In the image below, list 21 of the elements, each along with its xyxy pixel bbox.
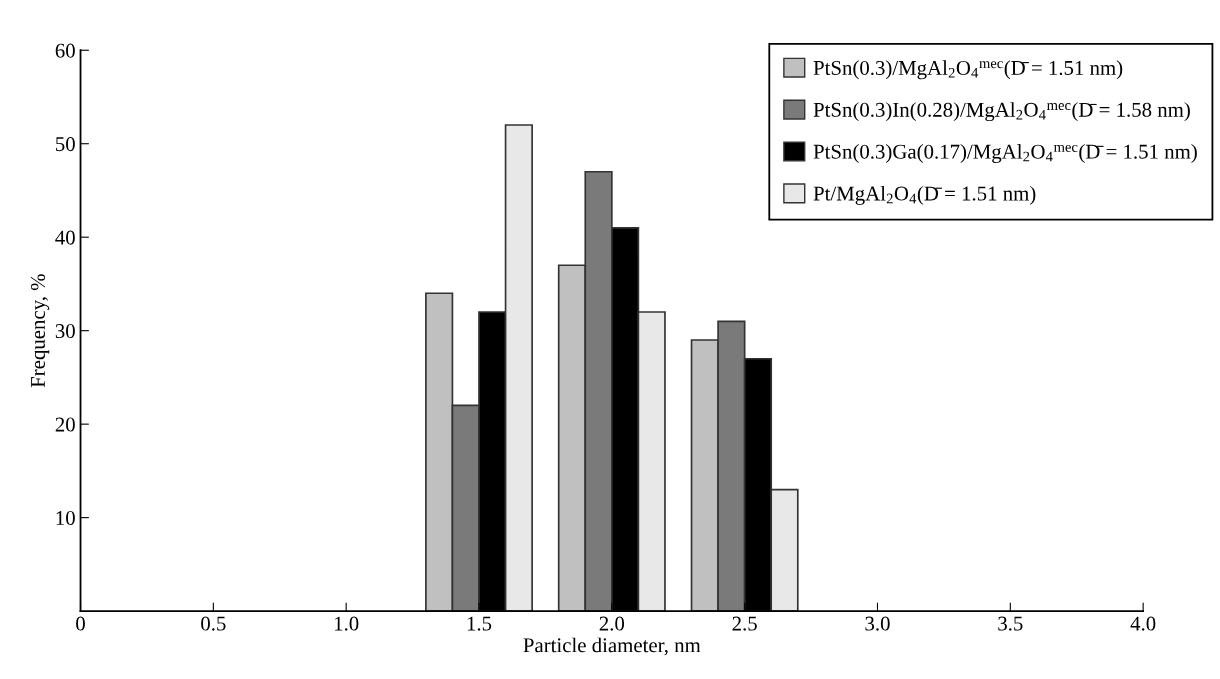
y-tick-label: 40 bbox=[55, 230, 75, 245]
y-tick-label: 60 bbox=[55, 43, 75, 58]
x-tick-label: 3.5 bbox=[998, 616, 1023, 631]
x-axis-title: Particle diameter, nm bbox=[523, 637, 701, 656]
y-tick-label: 10 bbox=[56, 511, 75, 526]
x-tick-label: 2.5 bbox=[732, 616, 757, 631]
x-tick-label: 3.0 bbox=[865, 616, 890, 631]
x-tick-label: 1.0 bbox=[334, 616, 359, 631]
x-tick-label: 2.0 bbox=[599, 616, 625, 631]
legend-label: Pt/MgAl$_{2}$O$_{4}$(D̄ = 1.51 nm) bbox=[813, 185, 1036, 205]
legend-label: PtSn(0.3)/MgAl$_{2}$O$_{4}$$^{mec}$(D̄ = 1.51 nm) bbox=[813, 60, 1123, 80]
legend-label: PtSn(0.3)Ga(0.17)/MgAl$_{2}$O$_{4}$$^{mec}$(D̄ = 1.51 nm) bbox=[813, 144, 1197, 163]
y-tick-label: 20 bbox=[55, 417, 75, 432]
x-tick-label: 1.5 bbox=[467, 616, 492, 631]
x-tick-label: 0.5 bbox=[201, 616, 226, 631]
y-axis-title: Frequency, % bbox=[30, 274, 50, 388]
legend-label: PtSn(0.3)In(0.28)/MgAl$_{2}$O$_{4}$$^{mec}$(D̄ = 1.58 nm) bbox=[813, 102, 1190, 122]
y-tick-label: 30 bbox=[55, 324, 75, 339]
x-tick-label: 0 bbox=[76, 616, 85, 631]
y-tick-label: 50 bbox=[56, 137, 75, 152]
x-tick-label: 4.0 bbox=[1130, 616, 1156, 631]
